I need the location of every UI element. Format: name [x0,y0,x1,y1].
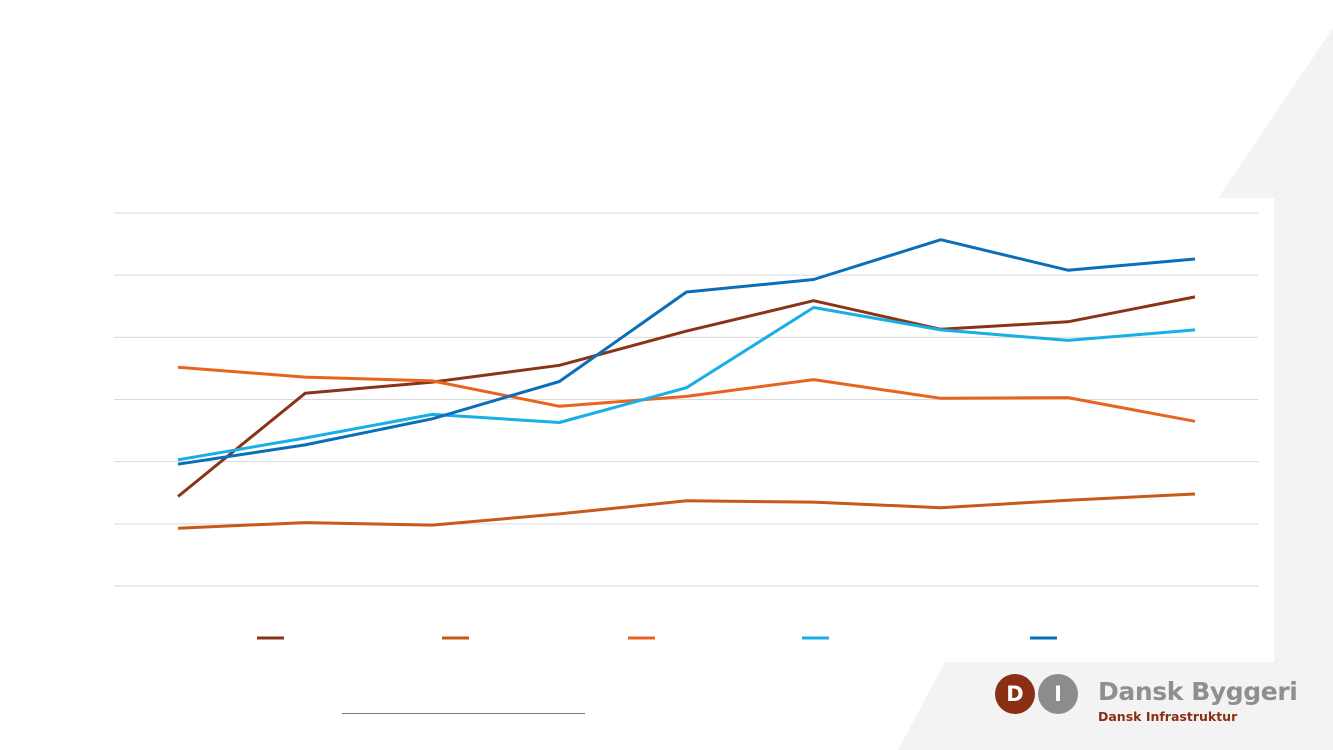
grid-lines [114,212,1258,587]
background-slant-top-right [1218,28,1333,198]
series-line-1 [177,295,1196,498]
logo-name: Dansk Byggeri [1098,677,1298,706]
series-line-4 [177,306,1196,462]
logo-i-mark: I [1038,674,1078,714]
logo-d-mark: D [995,674,1035,714]
company-logo: D I Dansk Byggeri Dansk Infrastruktur [994,674,1298,724]
series-line-3 [177,365,1196,423]
series-line-5 [177,238,1196,466]
footnote-rule [342,713,585,714]
series-line-2 [177,492,1196,530]
background-edge-right [1274,198,1333,662]
series-lines [177,238,1196,530]
logo-subtitle: Dansk Infrastruktur [1098,709,1238,724]
